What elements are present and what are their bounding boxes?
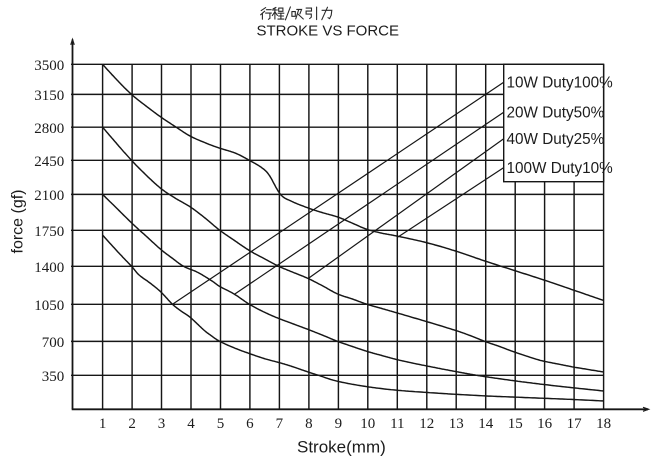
svg-text:Stroke(mm): Stroke(mm) — [297, 438, 386, 457]
svg-text:1750: 1750 — [34, 224, 64, 240]
svg-text:1: 1 — [99, 416, 107, 432]
svg-text:STROKE VS FORCE: STROKE VS FORCE — [257, 23, 400, 40]
svg-text:8: 8 — [305, 416, 313, 432]
svg-text:10: 10 — [360, 416, 375, 432]
svg-text:5: 5 — [217, 416, 225, 432]
svg-text:3: 3 — [158, 416, 166, 432]
svg-text:14: 14 — [478, 416, 494, 432]
svg-text:17: 17 — [567, 416, 583, 432]
svg-text:2800: 2800 — [34, 121, 64, 137]
svg-text:7: 7 — [276, 416, 284, 432]
svg-text:20W Duty50%: 20W Duty50% — [507, 105, 605, 122]
svg-text:16: 16 — [537, 416, 553, 432]
svg-text:40W Duty25%: 40W Duty25% — [507, 131, 605, 148]
svg-text:700: 700 — [42, 335, 65, 351]
svg-text:3150: 3150 — [34, 88, 64, 104]
svg-text:11: 11 — [390, 416, 404, 432]
svg-text:2: 2 — [128, 416, 136, 432]
svg-text:2450: 2450 — [34, 154, 64, 170]
svg-text:1050: 1050 — [34, 298, 64, 314]
svg-text:3500: 3500 — [34, 58, 64, 74]
svg-text:force (gf): force (gf) — [9, 189, 26, 253]
svg-text:4: 4 — [187, 416, 195, 432]
svg-text:9: 9 — [335, 416, 343, 432]
svg-text:12: 12 — [419, 416, 434, 432]
svg-text:18: 18 — [596, 416, 611, 432]
svg-text:15: 15 — [508, 416, 523, 432]
svg-text:350: 350 — [42, 369, 65, 385]
svg-text:1400: 1400 — [34, 260, 64, 276]
svg-text:10W Duty100%: 10W Duty100% — [507, 75, 614, 92]
svg-text:6: 6 — [246, 416, 254, 432]
svg-text:100W Duty10%: 100W Duty10% — [507, 160, 614, 177]
svg-text:13: 13 — [449, 416, 464, 432]
svg-text:2100: 2100 — [34, 188, 64, 204]
